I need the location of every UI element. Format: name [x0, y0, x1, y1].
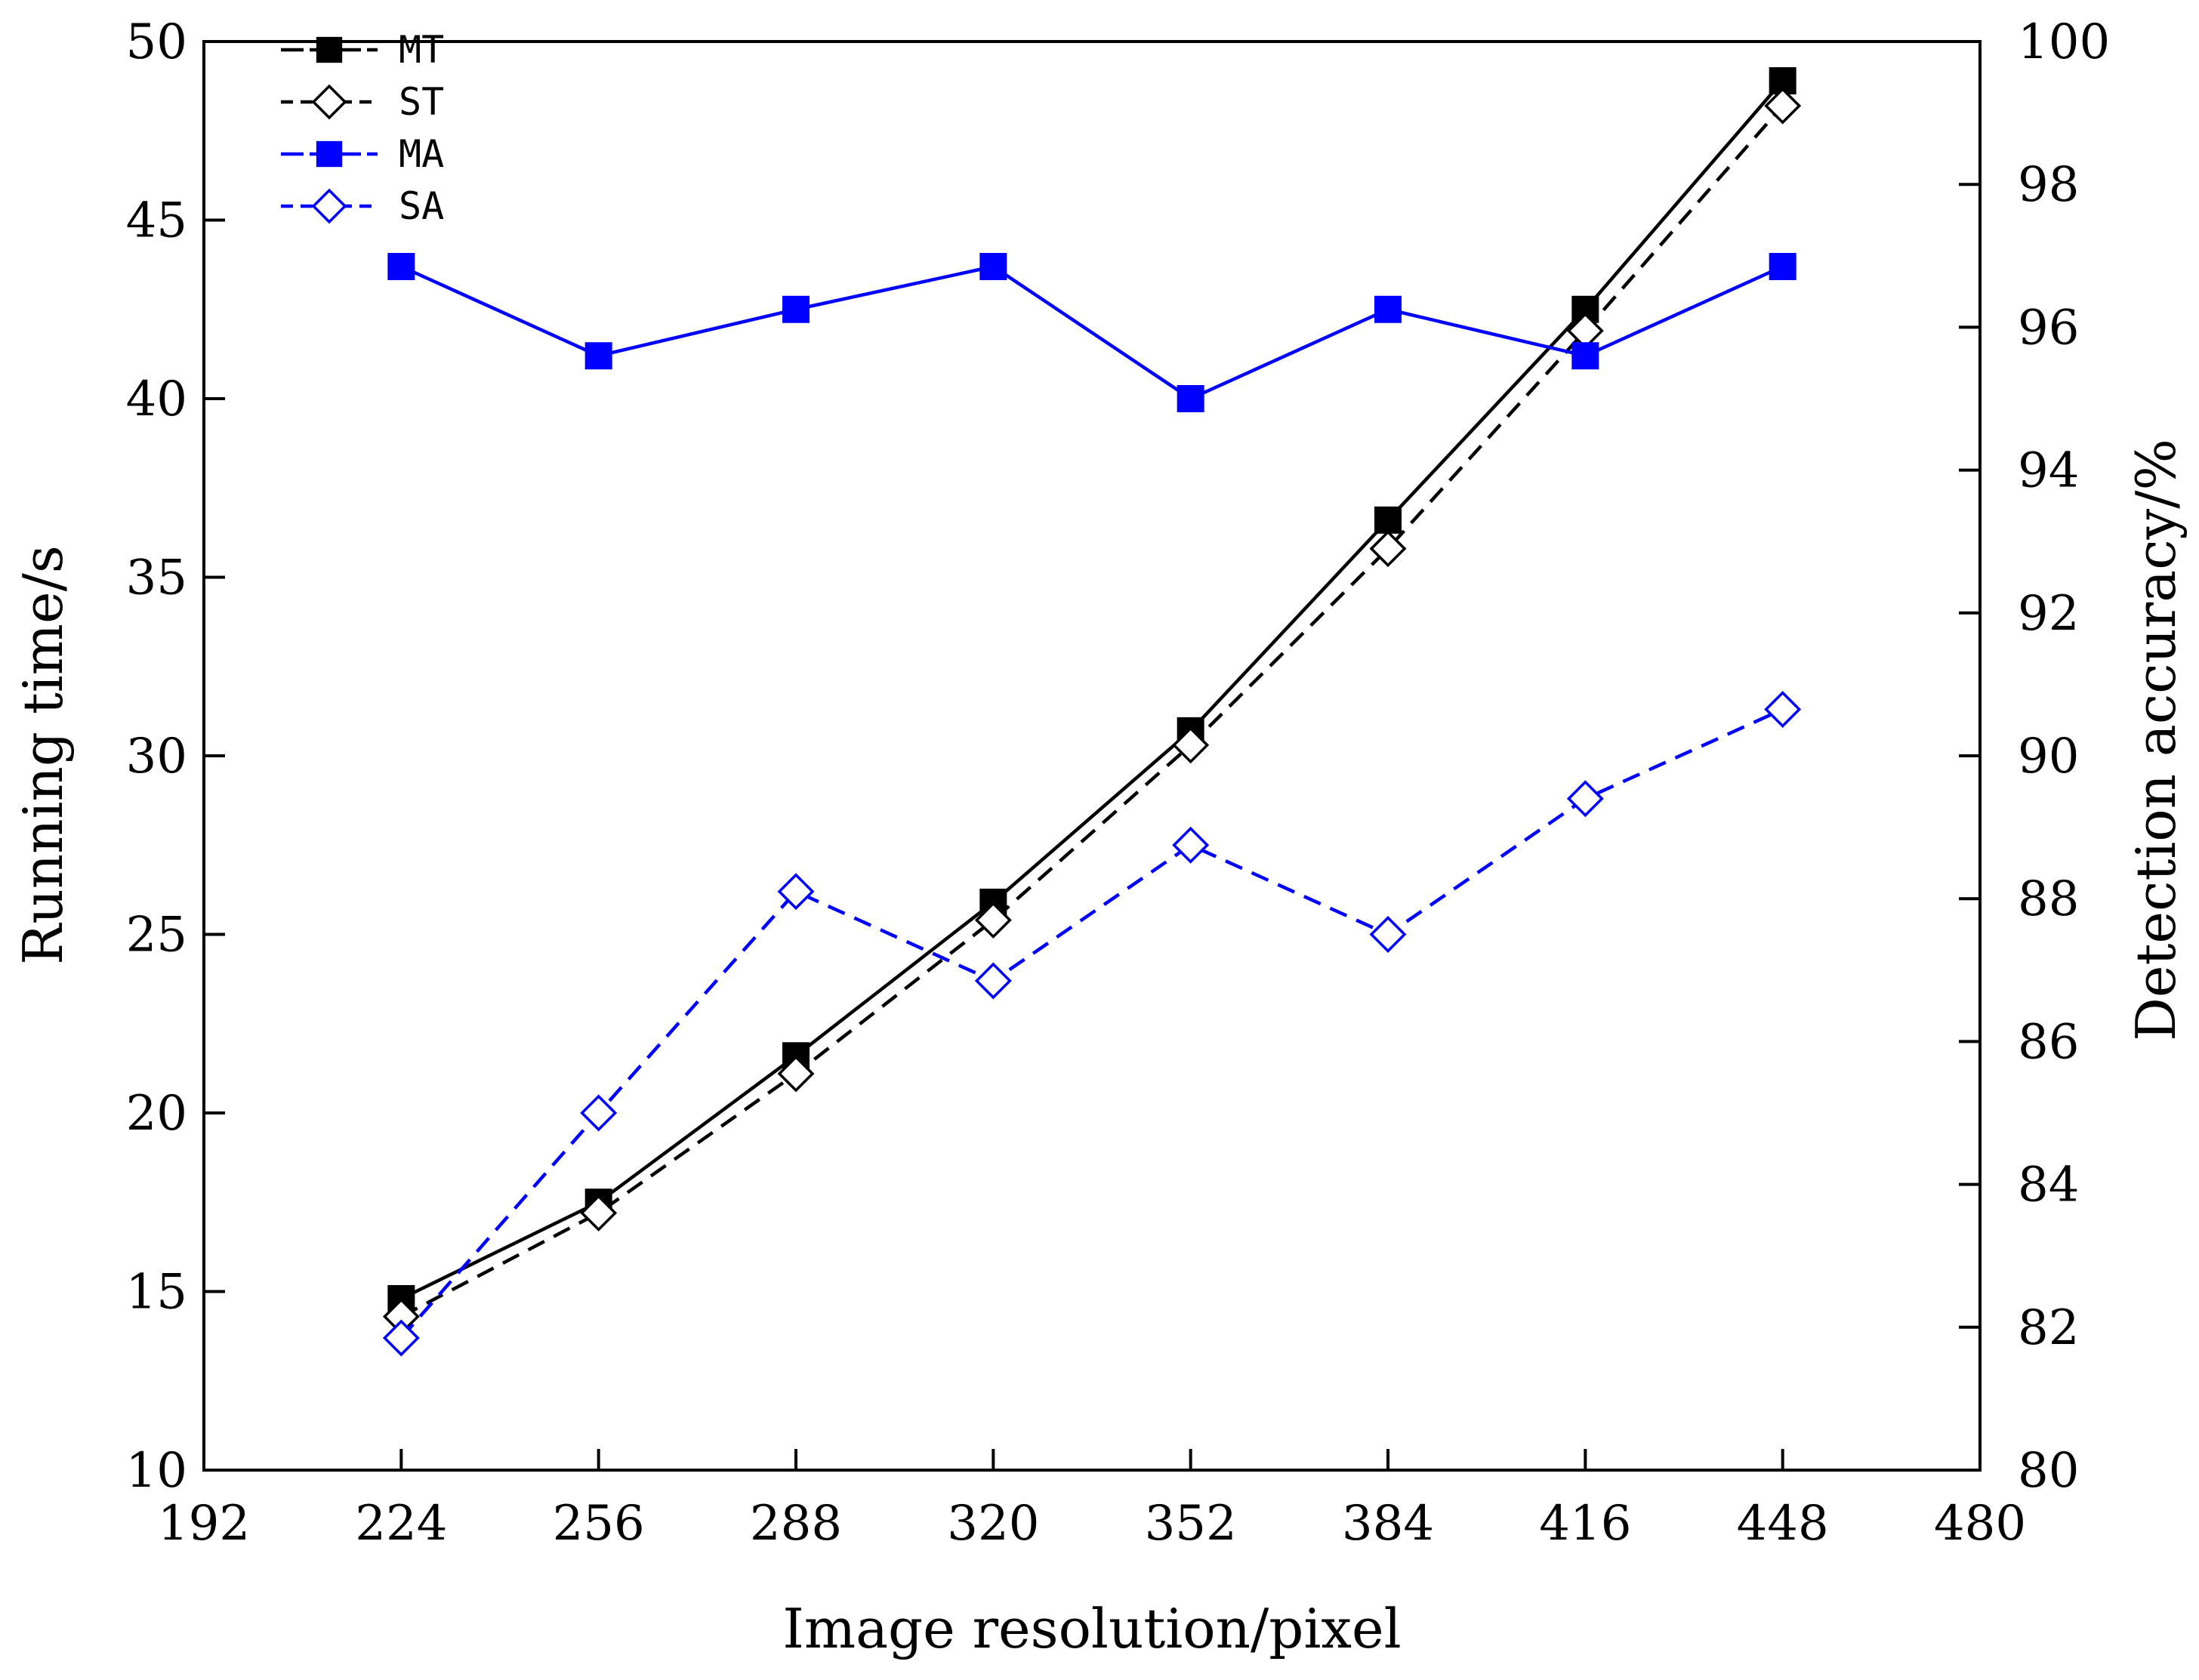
data-point-st: [1369, 530, 1407, 568]
data-point-sa: [1566, 780, 1604, 818]
data-point-st: [974, 902, 1012, 939]
y-left-tick-label: 30: [126, 729, 187, 785]
legend-marker-mt: [316, 36, 343, 63]
data-point-sa: [1764, 691, 1802, 728]
series-line-mt: [400, 79, 1784, 1300]
y-right-axis-title: Detection accuracy/%: [2124, 439, 2188, 1041]
plot-frame: [202, 40, 1982, 1472]
data-point-st: [777, 1055, 815, 1093]
x-tick-label: 320: [947, 1496, 1039, 1552]
x-ticks: 192 224 256 288 320 352 384 416 448 480: [158, 1449, 2026, 1552]
series-line-st: [400, 104, 1784, 1318]
legend-label-st: ST: [399, 80, 444, 124]
y-left-tick-label: 50: [126, 14, 187, 70]
y-left-tick-label: 20: [126, 1086, 187, 1142]
x-tick-label: 448: [1737, 1496, 1829, 1552]
x-tick-label: 480: [1934, 1496, 2026, 1552]
legend-marker-ma: [316, 140, 343, 168]
y-right-tick-label: 84: [2018, 1158, 2079, 1213]
data-point-ma: [387, 252, 415, 280]
series-line-sa: [399, 707, 1784, 1339]
data-point-ma: [979, 252, 1007, 280]
data-point-ma: [1177, 385, 1204, 412]
x-tick-label: 384: [1342, 1496, 1434, 1552]
data-point-sa: [777, 873, 815, 911]
y-right-tick-label: 88: [2018, 871, 2079, 927]
legend-marker-st: [311, 84, 347, 120]
y-left-tick-label: 35: [126, 550, 187, 606]
data-point-ma: [1769, 252, 1797, 280]
data-point-ma: [584, 342, 612, 370]
y-left-ticks: 10 15 20 25 30 35 40 45 50: [126, 14, 225, 1499]
data-point-ma: [1571, 342, 1599, 370]
x-tick-label: 416: [1539, 1496, 1631, 1552]
legend-marker-sa: [311, 188, 347, 224]
series-st: [382, 87, 1802, 1336]
y-left-tick-label: 15: [126, 1265, 187, 1321]
data-point-sa: [974, 962, 1012, 1000]
y-right-tick-label: 94: [2018, 443, 2079, 499]
x-tick-label: 256: [553, 1496, 645, 1552]
data-point-st: [1172, 726, 1210, 764]
data-point-sa: [1369, 916, 1407, 953]
y-right-tick-label: 96: [2018, 300, 2079, 356]
y-right-tick-label: 98: [2018, 157, 2079, 213]
series-ma: [387, 252, 1797, 412]
y-left-tick-label: 10: [126, 1443, 187, 1499]
y-left-axis-title: Running time/s: [11, 545, 75, 965]
data-point-sa: [382, 1319, 420, 1357]
data-point-ma: [782, 295, 810, 323]
data-point-mt: [1374, 506, 1402, 534]
series-layer: [382, 67, 1802, 1357]
y-left-tick-label: 25: [126, 908, 187, 963]
x-axis-title: Image resolution/pixel: [782, 1597, 1401, 1660]
y-left-tick-label: 40: [126, 371, 187, 427]
data-point-st: [580, 1194, 618, 1231]
data-point-ma: [1374, 295, 1402, 323]
y-right-tick-label: 100: [2018, 14, 2110, 70]
legend-label-mt: MT: [399, 28, 444, 72]
series-sa: [382, 691, 1802, 1357]
y-right-tick-label: 80: [2018, 1443, 2079, 1499]
x-tick-label: 192: [158, 1496, 250, 1552]
data-point-st: [1764, 87, 1802, 125]
data-point-sa: [1172, 826, 1210, 864]
legend: MT ST MA SA: [281, 28, 444, 228]
y-right-tick-label: 90: [2018, 729, 2079, 785]
series-line-ma: [400, 264, 1784, 401]
legend-label-sa: SA: [399, 184, 444, 228]
legend-label-ma: MA: [399, 132, 444, 176]
y-right-ticks: 80 82 84 86 88 90 92 94 96 98 100: [1959, 14, 2110, 1499]
y-right-tick-label: 92: [2018, 586, 2079, 642]
y-right-tick-label: 82: [2018, 1300, 2079, 1356]
x-tick-label: 352: [1145, 1496, 1237, 1552]
x-tick-label: 224: [355, 1496, 447, 1552]
y-right-tick-label: 86: [2018, 1014, 2079, 1070]
x-tick-label: 288: [750, 1496, 842, 1552]
y-left-tick-label: 45: [126, 193, 187, 249]
data-point-sa: [580, 1094, 618, 1132]
